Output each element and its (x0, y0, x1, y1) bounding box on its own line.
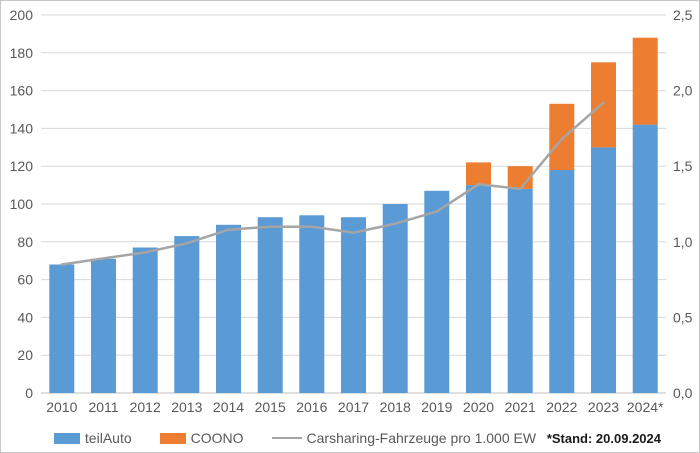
x-axis-tick-label: 2022 (546, 399, 577, 415)
x-axis-tick-label: 2021 (505, 399, 536, 415)
x-axis-tick-label: 2020 (463, 399, 494, 415)
right-axis-tick-label: 1,0 (673, 234, 693, 250)
footnote: *Stand: 20.09.2024 (546, 431, 661, 446)
legend-label-coono: COONO (190, 430, 244, 446)
bar-segment (591, 147, 616, 393)
bar-segment (466, 162, 491, 186)
left-axis-tick-label: 140 (10, 120, 34, 136)
bar-segment (466, 185, 491, 393)
x-axis-tick-label: 2013 (171, 399, 202, 415)
right-axis-tick-label: 1,5 (673, 158, 693, 174)
x-axis-tick-label: 2015 (255, 399, 286, 415)
bar-segment (216, 224, 241, 393)
left-axis-tick-label: 0 (25, 385, 33, 401)
x-axis-tick-label: 2012 (130, 399, 161, 415)
x-axis-tick-label: 2017 (338, 399, 369, 415)
right-axis-tick-label: 0,0 (673, 385, 693, 401)
bar-segment (632, 37, 658, 125)
right-axis-tick-label: 0,5 (673, 309, 693, 325)
x-axis-tick-label: 2018 (380, 399, 411, 415)
bar-segment (382, 204, 408, 393)
chart-legend: teilAuto COONO Carsharing-Fahrzeuge pro … (1, 427, 589, 449)
bar-segment (549, 103, 575, 170)
right-axis-tick-label: 2,5 (673, 7, 693, 23)
left-axis-tick-label: 180 (10, 45, 34, 61)
chart-svg: 0 20 40 60 80 100 120 140 160 180 200 0,0 0,5 1,0 1,5 2… (10, 7, 693, 415)
trend-line (60, 101, 605, 266)
legend-label-teilauto: teilAuto (84, 430, 132, 446)
left-axis-tick-label: 200 (10, 7, 34, 23)
legend-label-trend-line: Carsharing-Fahrzeuge pro 1.000 EW (306, 430, 537, 446)
legend-swatch-line-icon (271, 436, 302, 440)
legend-item-trend-line: Carsharing-Fahrzeuge pro 1.000 EW (271, 430, 537, 446)
x-axis-tick-label: 2024* (627, 399, 664, 415)
bar-segment (174, 236, 200, 393)
legend-item-coono: COONO (159, 430, 244, 446)
x-axis-tick-label: 2014 (213, 399, 244, 415)
bar-segment (341, 217, 366, 393)
bar-segment (507, 188, 533, 393)
legend-swatch-coono-icon (159, 432, 186, 444)
bar-segment (632, 124, 658, 393)
left-axis-tick-label: 120 (10, 158, 34, 174)
right-axis-tick-label: 2,0 (673, 83, 693, 99)
bar-segment (91, 258, 116, 393)
legend-swatch-teilauto-icon (53, 432, 80, 444)
legend-item-teilauto: teilAuto (53, 430, 132, 446)
left-axis-tick-label: 40 (17, 309, 33, 325)
left-axis-tick-label: 100 (10, 196, 34, 212)
bar-segment (591, 62, 616, 148)
x-axis-tick-label: 2011 (88, 399, 118, 415)
x-axis-tick-label: 2019 (421, 399, 452, 415)
bar-segment (424, 190, 450, 393)
bar-segment (299, 215, 325, 393)
left-axis-tick-label: 160 (10, 83, 34, 99)
bar-segment (49, 264, 75, 393)
x-axis-tick-label: 2016 (296, 399, 327, 415)
x-axis-tick-label: 2010 (46, 399, 77, 415)
bar-segment (549, 170, 575, 393)
left-axis-tick-label: 20 (17, 347, 33, 363)
left-axis-tick-label: 80 (17, 234, 33, 250)
bar-segment (257, 217, 283, 393)
bar-segment (132, 247, 158, 393)
x-axis-tick-label: 2023 (588, 399, 619, 415)
left-axis-tick-label: 60 (17, 272, 33, 288)
